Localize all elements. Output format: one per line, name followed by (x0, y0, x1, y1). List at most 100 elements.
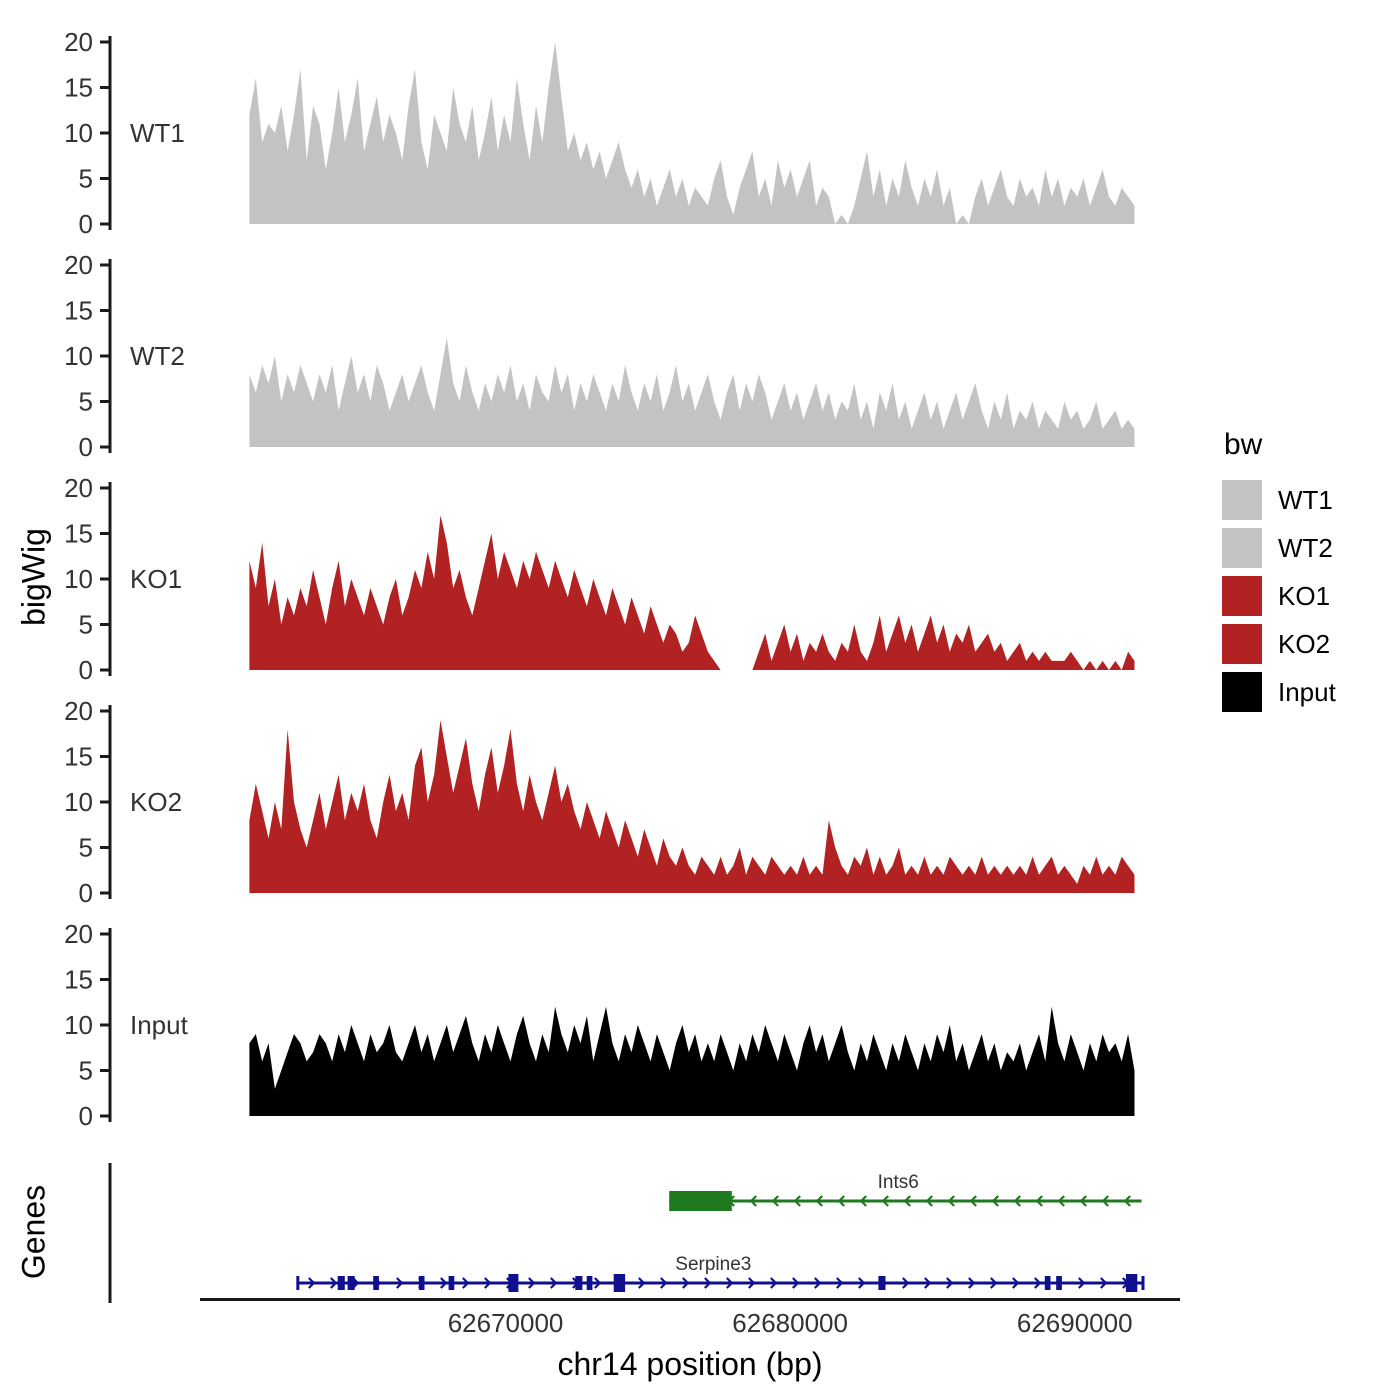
y-tick-label: 5 (79, 610, 93, 640)
legend-entry-wt1: WT1 (1222, 480, 1336, 520)
y-tick-label: 20 (64, 922, 93, 949)
strand-arrow-icon (396, 1277, 404, 1289)
y-tick-label: 20 (64, 699, 93, 726)
strand-arrow-icon (748, 1277, 756, 1289)
strand-arrow-icon (550, 1277, 558, 1289)
coverage-area-wt1 (249, 42, 1135, 224)
legend-label: Input (1278, 676, 1336, 707)
coverage-panel-ko1: 0 5 10 15 20 KO1 (64, 476, 1135, 685)
strand-arrow-icon (1123, 1195, 1131, 1207)
y-tick-label: 20 (64, 476, 93, 503)
x-tick-label: 62680000 (732, 1308, 848, 1338)
strand-arrow-icon (462, 1277, 470, 1289)
track-label-wt2: WT2 (130, 341, 185, 371)
legend-swatch (1222, 624, 1262, 664)
gene-exon (1125, 1274, 1138, 1292)
genes-track: Ints6 Serpine3 (108, 1163, 1145, 1303)
legend-entry-wt2: WT2 (1222, 528, 1336, 568)
coverage-area-ko1 (249, 515, 1135, 670)
strand-arrow-icon (770, 1277, 778, 1289)
y-tick-label: 5 (79, 1056, 93, 1086)
strand-arrow-icon (704, 1277, 712, 1289)
y-tick-label: 5 (79, 833, 93, 863)
gene-exon (347, 1276, 355, 1290)
strand-arrow-icon (1012, 1277, 1020, 1289)
coverage-area-input (249, 1006, 1135, 1116)
x-axis-line (200, 1298, 1180, 1301)
legend: bw WT1 WT2 KO1 KO2 Input (1222, 428, 1336, 720)
strand-arrow-icon (902, 1277, 910, 1289)
gene-exon (1044, 1276, 1051, 1290)
y-tick-label: 5 (79, 387, 93, 417)
strand-arrow-icon (814, 1277, 822, 1289)
strand-arrow-icon (682, 1277, 690, 1289)
y-tick-label: 10 (64, 118, 93, 148)
y-tick-label: 20 (64, 30, 93, 57)
strand-arrow-icon (990, 1277, 998, 1289)
strand-arrow-icon (308, 1277, 316, 1289)
gene-exon (575, 1276, 583, 1290)
gene-exon (613, 1274, 626, 1292)
legend-swatch (1222, 576, 1262, 616)
y-tick-label: 15 (64, 519, 93, 549)
gene-exon (448, 1276, 455, 1290)
strand-arrow-icon (1034, 1277, 1042, 1289)
strand-arrow-icon (1057, 1195, 1065, 1207)
y-tick-label: 20 (64, 253, 93, 280)
legend-title: bw (1224, 428, 1263, 461)
strand-arrow-icon (858, 1277, 866, 1289)
gene-exon (669, 1191, 732, 1211)
y-tick-label: 0 (79, 209, 93, 239)
legend-swatch (1222, 528, 1262, 568)
strand-arrow-icon (881, 1195, 889, 1207)
gene-exon (586, 1276, 593, 1290)
strand-arrow-icon (837, 1195, 845, 1207)
gene-exon (1056, 1276, 1062, 1290)
gene-exon (373, 1276, 379, 1290)
legend-label: WT2 (1278, 532, 1333, 563)
y-tick-label: 15 (64, 742, 93, 772)
strand-arrow-icon (793, 1195, 801, 1207)
strand-arrow-icon (792, 1277, 800, 1289)
y-tick-label: 10 (64, 1010, 93, 1040)
legend-label: KO1 (1278, 580, 1331, 611)
x-tick-label: 62690000 (1016, 1308, 1133, 1338)
strand-arrow-icon (924, 1277, 932, 1289)
gene-exon (508, 1274, 519, 1292)
y-tick-label: 15 (64, 296, 93, 326)
y-tick-label: 0 (79, 655, 93, 685)
strand-arrow-icon (440, 1277, 448, 1289)
coverage-panel-wt1: 0 5 10 15 20 WT1 (64, 30, 1135, 239)
strand-arrow-icon (1078, 1277, 1086, 1289)
strand-arrow-icon (1101, 1195, 1109, 1207)
coverage-area-wt2 (249, 337, 1135, 447)
legend-entry-input: Input (1222, 672, 1336, 712)
strand-arrow-icon (1035, 1195, 1043, 1207)
strand-arrow-icon (991, 1195, 999, 1207)
strand-arrow-icon (903, 1195, 911, 1207)
x-axis-ticks: 62670000 62680000 62690000 (0, 1308, 1400, 1342)
legend-entry-ko2: KO2 (1222, 624, 1336, 664)
legend-swatch (1222, 672, 1262, 712)
y-tick-label: 15 (64, 965, 93, 995)
y-tick-label: 10 (64, 341, 93, 371)
track-label-input: Input (130, 1010, 189, 1040)
strand-arrow-icon (947, 1195, 955, 1207)
gene-exon (418, 1276, 425, 1290)
y-tick-label: 5 (79, 164, 93, 194)
strand-arrow-icon (946, 1277, 954, 1289)
strand-arrow-icon (968, 1277, 976, 1289)
strand-arrow-icon (528, 1277, 536, 1289)
strand-arrow-icon (925, 1195, 933, 1207)
strand-arrow-icon (594, 1277, 602, 1289)
y-tick-label: 0 (79, 432, 93, 462)
y-tick-label: 10 (64, 564, 93, 594)
strand-arrow-icon (969, 1195, 977, 1207)
coverage-panel-input: 0 5 10 15 20 Input (64, 922, 1135, 1131)
legend-entry-ko1: KO1 (1222, 576, 1336, 616)
strand-arrow-icon (1100, 1277, 1108, 1289)
y-tick-label: 15 (64, 73, 93, 103)
gene-label-serpine3: Serpine3 (675, 1254, 751, 1275)
legend-swatch (1222, 480, 1262, 520)
strand-arrow-icon (638, 1277, 646, 1289)
